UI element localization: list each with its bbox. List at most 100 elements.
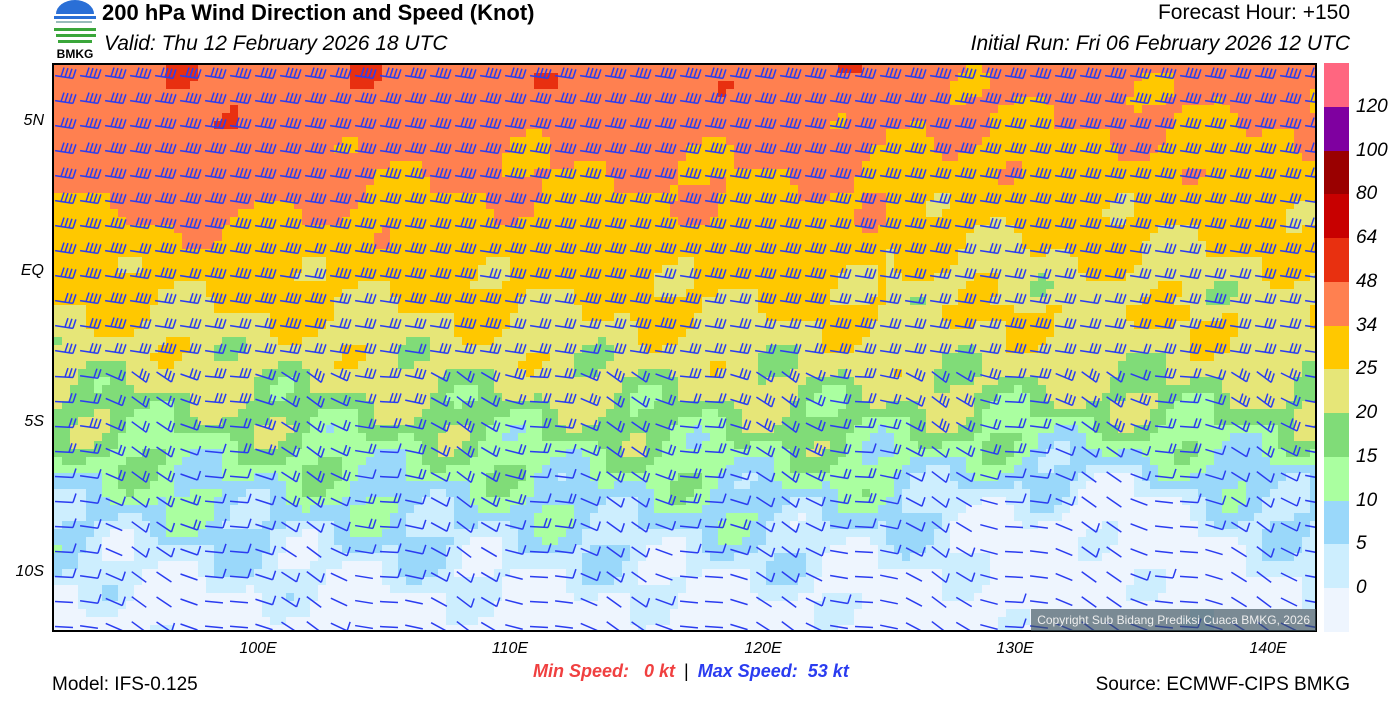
min-speed: Min Speed: 0 kt — [533, 661, 676, 681]
wind-barb — [704, 468, 727, 479]
wind-barb — [154, 92, 177, 105]
wind-barb — [505, 368, 527, 380]
wind-barb — [156, 420, 176, 433]
wind-barb — [204, 543, 227, 554]
wind-barb — [1004, 593, 1027, 604]
wind-barb — [629, 142, 652, 155]
wind-barb — [1029, 92, 1052, 105]
wind-barb — [830, 624, 848, 630]
wind-barb — [606, 571, 626, 583]
wind-barb — [1104, 242, 1127, 255]
wind-barb — [754, 192, 777, 205]
wind-barb — [654, 92, 677, 105]
wind-barb — [1081, 571, 1097, 583]
wind-barb — [779, 92, 802, 105]
wind-barb — [1254, 267, 1277, 280]
wind-barb — [430, 572, 451, 582]
wind-barb — [554, 342, 577, 355]
wind-barb — [929, 292, 952, 305]
wind-barb — [454, 167, 477, 180]
wind-barb — [1004, 92, 1027, 105]
wind-barb — [1204, 67, 1227, 80]
wind-barb — [779, 167, 802, 180]
wind-barb — [1229, 92, 1252, 105]
wind-barb — [629, 192, 652, 205]
wind-barb — [904, 117, 927, 130]
wind-barb — [554, 292, 577, 305]
wind-barb — [379, 342, 402, 355]
wind-barb — [529, 67, 552, 80]
wind-barb — [129, 242, 152, 255]
wind-barb — [979, 342, 1002, 355]
wind-barb — [1280, 597, 1298, 607]
wind-barb — [79, 192, 102, 205]
wind-barb — [1004, 167, 1027, 180]
wind-barb — [804, 142, 827, 155]
wind-barb — [756, 496, 776, 508]
wind-barb — [1129, 192, 1152, 205]
wind-barb — [180, 573, 198, 581]
wind-barb — [54, 342, 77, 355]
wind-barb — [1129, 92, 1152, 105]
wind-barb — [379, 543, 402, 554]
wind-barb — [679, 317, 702, 330]
wind-barb — [329, 167, 352, 180]
wind-barb — [1029, 525, 1049, 529]
wind-barb — [829, 92, 852, 105]
wind-barb — [54, 167, 77, 180]
wind-barb — [430, 472, 451, 482]
wind-barb — [1055, 597, 1073, 607]
wind-barb — [879, 317, 902, 330]
wind-barb — [754, 142, 777, 155]
wind-barb — [854, 92, 877, 105]
wind-barb — [1254, 342, 1277, 355]
wind-barb — [1205, 394, 1227, 406]
wind-barb — [580, 393, 601, 407]
wind-barb — [179, 192, 202, 205]
wind-barb — [1280, 418, 1301, 432]
wind-barb — [931, 445, 950, 459]
wind-barb — [1280, 444, 1301, 457]
wind-barb — [580, 419, 601, 432]
wind-barb — [679, 575, 699, 579]
wind-barb — [854, 600, 874, 604]
wind-barb — [1106, 571, 1122, 583]
wind-barb — [229, 67, 252, 80]
wind-barb — [1205, 598, 1223, 606]
wind-barb — [454, 267, 477, 280]
wind-barb — [655, 394, 677, 406]
wind-barb — [830, 368, 852, 380]
wind-barb — [430, 597, 448, 607]
wind-barb — [1154, 443, 1177, 454]
wind-barb — [156, 621, 176, 630]
wind-barb — [404, 217, 427, 230]
wind-barb — [1029, 342, 1052, 355]
wind-barb — [854, 518, 877, 529]
wind-barb — [629, 167, 652, 180]
wind-barb — [779, 242, 802, 255]
wind-barb — [931, 495, 950, 509]
wind-barb — [304, 167, 327, 180]
wind-barb — [329, 117, 352, 130]
wind-barb — [606, 621, 620, 630]
wind-barb — [1154, 317, 1177, 330]
wind-barb — [255, 495, 277, 506]
wind-barb — [505, 419, 527, 430]
wind-barb — [980, 419, 1002, 431]
wind-barb — [604, 267, 627, 280]
wind-barb — [854, 167, 877, 180]
wind-barb — [430, 445, 451, 457]
wind-barb — [980, 548, 998, 556]
wind-barb — [79, 625, 99, 629]
wind-barb — [1279, 142, 1302, 155]
wind-barb — [304, 242, 327, 255]
lat-label: 5S — [24, 413, 44, 430]
source-label: Source: ECMWF-CIPS BMKG — [1095, 674, 1350, 695]
wind-barb — [504, 217, 527, 230]
wind-barb — [229, 543, 252, 554]
wind-barb — [704, 167, 727, 180]
wind-barb — [805, 572, 823, 582]
wind-barb — [204, 625, 224, 629]
wind-barb — [131, 395, 150, 408]
wind-barb — [330, 419, 351, 432]
